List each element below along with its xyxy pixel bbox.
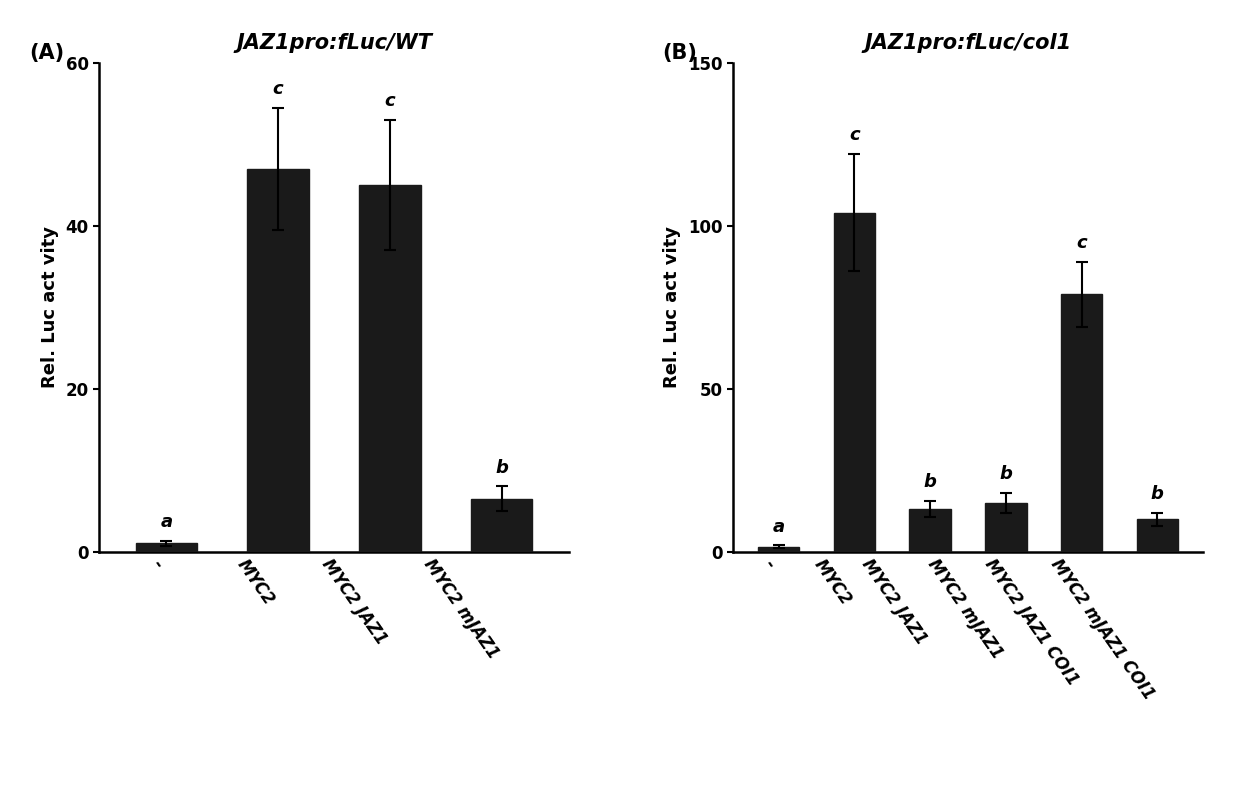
Bar xyxy=(833,213,875,552)
Bar xyxy=(135,544,197,552)
Y-axis label: Rel. Luc act vity: Rel. Luc act vity xyxy=(663,226,681,388)
Text: (B): (B) xyxy=(662,43,698,64)
Text: b: b xyxy=(999,465,1012,483)
Text: b: b xyxy=(924,474,936,492)
Text: c: c xyxy=(849,126,859,144)
Text: c: c xyxy=(273,80,284,98)
Bar xyxy=(985,503,1027,552)
Title: JAZ1pro:fLuc/col1: JAZ1pro:fLuc/col1 xyxy=(864,33,1071,53)
Text: b: b xyxy=(495,459,508,477)
Text: b: b xyxy=(1151,485,1164,503)
Text: c: c xyxy=(1076,234,1087,252)
Bar xyxy=(360,185,420,552)
Bar xyxy=(909,509,951,552)
Y-axis label: Rel. Luc act vity: Rel. Luc act vity xyxy=(41,226,58,388)
Bar xyxy=(1060,294,1102,552)
Text: a: a xyxy=(773,518,785,536)
Bar xyxy=(247,169,309,552)
Title: JAZ1pro:fLuc/WT: JAZ1pro:fLuc/WT xyxy=(236,33,432,53)
Bar xyxy=(471,499,532,552)
Bar xyxy=(1137,519,1178,552)
Bar xyxy=(758,547,800,552)
Text: a: a xyxy=(160,513,172,531)
Text: (A): (A) xyxy=(29,43,64,64)
Text: c: c xyxy=(384,92,396,110)
